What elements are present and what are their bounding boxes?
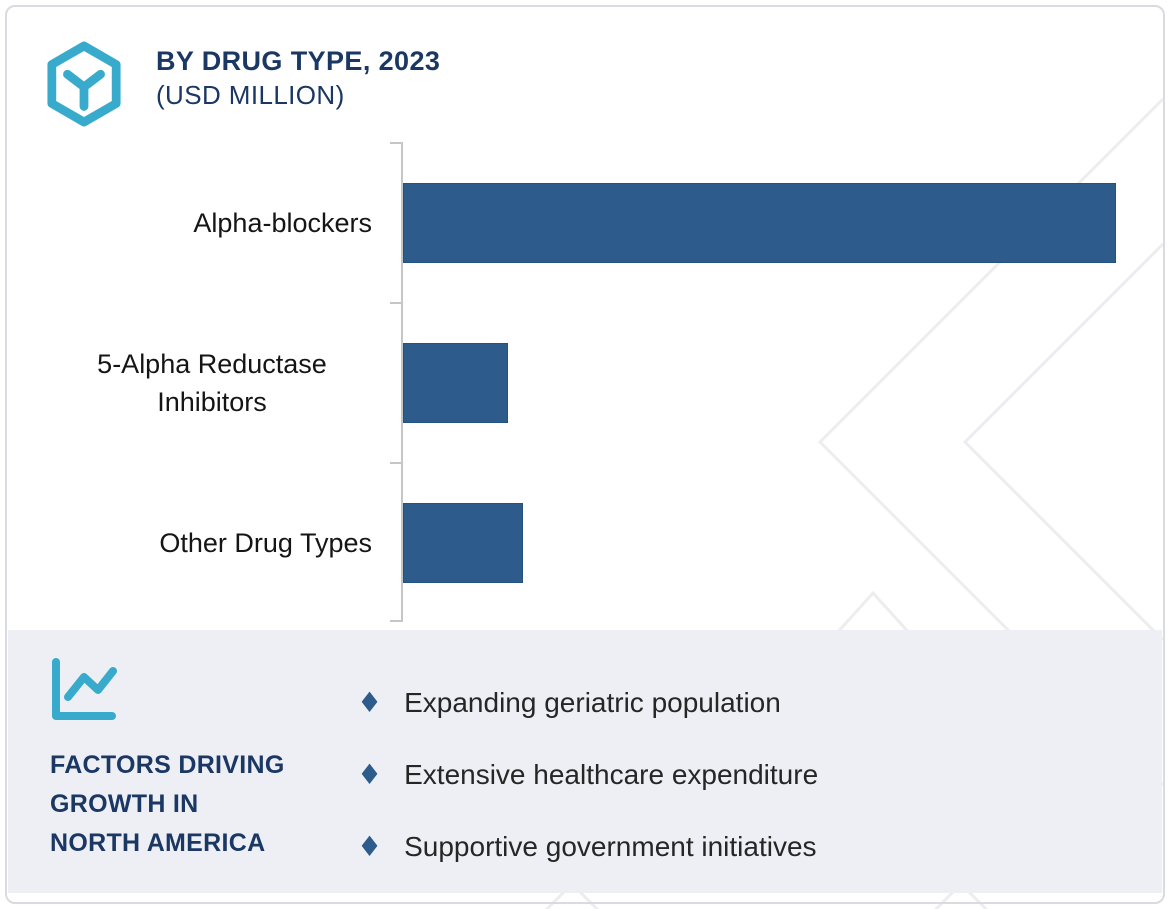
- title-block: BY DRUG TYPE, 2023 (USD MILLION): [156, 41, 440, 127]
- y-axis-line: [401, 142, 403, 622]
- bar-5-alpha-reductase-inhibitors: [403, 343, 508, 423]
- bar-alpha-blockers: [403, 183, 1116, 263]
- diamond-bullet-icon: ♦: [357, 686, 383, 719]
- factor-text: Extensive healthcare expenditure: [404, 759, 819, 790]
- factor-item: ♦ Expanding geriatric population: [357, 686, 818, 720]
- bar-chart: Alpha-blockers 5-Alpha Reductase Inhibit…: [97, 142, 1116, 622]
- factor-text: Expanding geriatric population: [404, 687, 781, 718]
- line-chart-icon: [52, 658, 117, 720]
- factor-item: ♦ Extensive healthcare expenditure: [357, 758, 818, 792]
- category-label-other-drug-types: Other Drug Types: [159, 528, 372, 558]
- factors-heading: FACTORS DRIVING GROWTH IN NORTH AMERICA: [50, 746, 285, 863]
- diamond-bullet-icon: ♦: [357, 830, 383, 863]
- factors-heading-line: FACTORS DRIVING: [50, 751, 285, 779]
- factors-panel: FACTORS DRIVING GROWTH IN NORTH AMERICA …: [8, 630, 1162, 893]
- hexagon-y-logo-icon: [47, 41, 121, 127]
- axis-tick: [390, 142, 402, 144]
- axis-tick: [390, 302, 402, 304]
- diamond-bullet-icon: ♦: [357, 758, 383, 791]
- category-label-5-alpha-reductase-inhibitors: 5-Alpha Reductase Inhibitors: [97, 349, 327, 417]
- category-label-alpha-blockers: Alpha-blockers: [193, 208, 372, 238]
- factors-heading-line: GROWTH IN: [50, 790, 199, 818]
- axis-tick: [390, 462, 402, 464]
- factors-heading-line: NORTH AMERICA: [50, 829, 266, 857]
- bar-other-drug-types: [403, 503, 523, 583]
- factor-item: ♦ Supportive government initiatives: [357, 830, 818, 864]
- chart-title: BY DRUG TYPE, 2023: [156, 46, 441, 76]
- axis-tick: [390, 620, 402, 622]
- header: BY DRUG TYPE, 2023 (USD MILLION): [45, 41, 440, 127]
- factor-text: Supportive government initiatives: [404, 831, 817, 862]
- factors-list: ♦ Expanding geriatric population ♦ Exten…: [357, 686, 818, 902]
- chart-subtitle: (USD MILLION): [156, 80, 345, 110]
